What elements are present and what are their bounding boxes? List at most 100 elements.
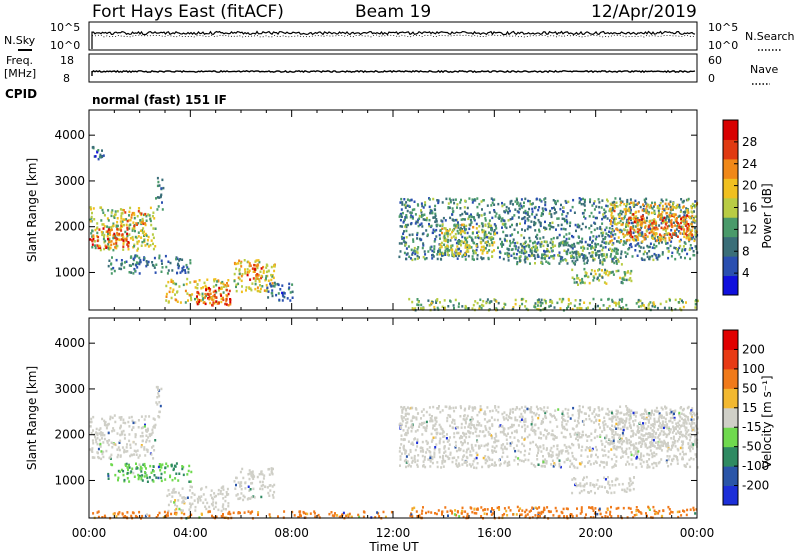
scatter-cell: [420, 222, 423, 225]
scatter-cell: [623, 203, 626, 206]
scatter-cell: [400, 443, 403, 446]
scatter-cell: [539, 431, 542, 434]
scatter-cell: [594, 430, 597, 433]
scatter-cell: [456, 229, 459, 233]
scatter-cell: [568, 237, 571, 240]
scatter-cell: [526, 435, 529, 439]
scatter-cell: [441, 231, 443, 235]
scatter-cell: [637, 210, 640, 213]
scatter-cell: [550, 246, 553, 250]
scatter-cell: [653, 243, 656, 246]
scatter-cell: [239, 496, 242, 500]
scatter-cell: [625, 223, 627, 226]
scatter-cell: [421, 422, 424, 425]
scatter-cell: [644, 226, 647, 229]
scatter-cell: [218, 286, 221, 290]
scatter-cell: [546, 244, 549, 247]
scatter-cell: [122, 240, 125, 244]
scatter-cell: [436, 299, 439, 302]
scatter-cell: [556, 456, 559, 460]
scatter-cell: [545, 260, 548, 263]
scatter-cell: [220, 297, 223, 300]
scatter-cell: [618, 230, 621, 234]
scatter-cell: [510, 248, 513, 251]
scatter-cell: [417, 303, 420, 307]
scatter-cell: [560, 452, 563, 455]
scatter-cell: [664, 228, 667, 231]
scatter-cell: [567, 457, 570, 460]
scatter-cell: [425, 218, 428, 222]
scatter-cell: [507, 252, 510, 256]
scatter-cell: [467, 425, 470, 429]
scatter-cell: [143, 233, 146, 237]
scatter-cell: [413, 246, 416, 250]
scatter-cell: [488, 219, 491, 222]
scatter-cell: [638, 250, 641, 253]
scatter-cell: [556, 199, 559, 203]
scatter-cell: [524, 250, 527, 253]
scatter-cell: [187, 469, 190, 473]
scatter-cell: [430, 418, 433, 421]
scatter-cell: [606, 217, 609, 220]
scatter-cell: [190, 496, 193, 499]
scatter-cell: [486, 448, 489, 451]
scatter-cell: [109, 455, 112, 459]
scatter-cell: [546, 247, 549, 251]
scatter-cell: [275, 293, 278, 297]
scatter-cell: [615, 250, 618, 253]
scatter-cell: [507, 432, 509, 435]
scatter-cell: [100, 457, 103, 461]
scatter-cell: [175, 298, 178, 302]
scatter-cell: [620, 442, 623, 446]
scatter-cell: [637, 450, 640, 453]
scatter-cell: [470, 236, 473, 240]
scatter-cell: [449, 436, 451, 439]
scatter-cell: [593, 415, 596, 419]
scatter-cell: [214, 289, 217, 293]
scatter-cell: [411, 441, 414, 444]
scatter-cell: [178, 259, 181, 262]
scatter-cell: [399, 426, 402, 429]
scatter-cell: [561, 449, 564, 452]
scatter-cell: [456, 257, 459, 260]
scatter-cell: [160, 187, 163, 190]
scatter-cell: [544, 220, 546, 224]
scatter-cell: [546, 447, 548, 450]
scatter-cell: [577, 409, 580, 412]
scatter-cell: [431, 257, 434, 260]
scatter-cell: [623, 217, 626, 220]
scatter-cell: [541, 262, 544, 265]
scatter-cell: [225, 288, 228, 292]
scatter-cell: [562, 414, 565, 417]
scatter-cell: [597, 406, 600, 410]
scatter-cell: [243, 495, 246, 499]
scatter-cell: [511, 223, 513, 227]
scatter-cell: [608, 271, 611, 274]
scatter-cell: [645, 197, 648, 201]
scatter-cell: [642, 246, 645, 250]
scatter-cell: [604, 210, 607, 213]
scatter-cell: [663, 416, 665, 419]
scatter-cell: [514, 247, 517, 251]
scatter-cell: [549, 209, 552, 213]
power-frame: [88, 109, 698, 311]
nsky-right-tick-min: 10^0: [708, 39, 738, 52]
scatter-cell: [517, 463, 519, 466]
scatter-cell: [649, 255, 651, 259]
scatter-cell: [665, 212, 668, 215]
scatter-cell: [603, 416, 606, 419]
scatter-cell: [196, 290, 199, 294]
scatter-cell: [489, 432, 491, 436]
scatter-cell: [643, 198, 646, 202]
scatter-cell: [571, 244, 574, 247]
scatter-cell: [144, 212, 147, 216]
scatter-cell: [151, 428, 154, 432]
scatter-cell: [462, 218, 465, 221]
scatter-cell: [540, 261, 543, 264]
scatter-cell: [501, 226, 503, 229]
scatter-cell: [695, 204, 697, 207]
scatter-cell: [663, 234, 666, 237]
scatter-cell: [611, 436, 614, 439]
scatter-cell: [678, 226, 681, 230]
scatter-cell: [440, 251, 443, 255]
